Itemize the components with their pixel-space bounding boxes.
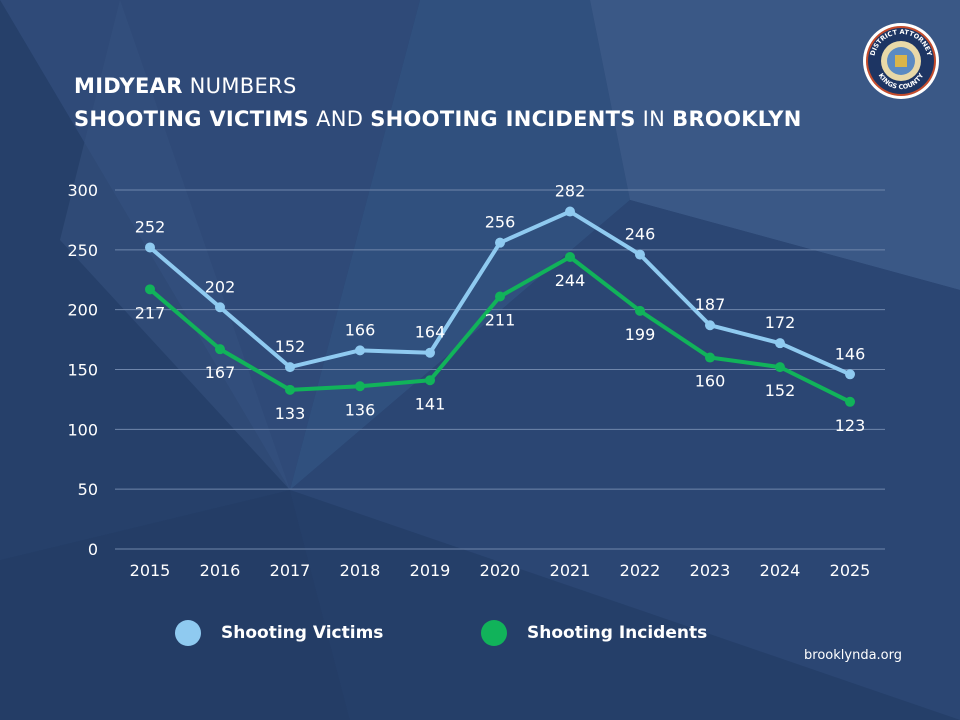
x-tick-label: 2023 bbox=[690, 561, 731, 580]
y-tick-label: 200 bbox=[67, 301, 98, 320]
website-url: brooklynda.org bbox=[804, 648, 902, 663]
x-tick-label: 2018 bbox=[340, 561, 381, 580]
y-tick-label: 0 bbox=[88, 540, 98, 559]
x-tick-label: 2016 bbox=[200, 561, 241, 580]
data-label-victims: 172 bbox=[765, 313, 796, 332]
data-label-victims: 252 bbox=[135, 217, 166, 236]
data-point-victims bbox=[215, 302, 225, 313]
data-label-incidents: 211 bbox=[485, 311, 516, 330]
x-tick-label: 2025 bbox=[830, 561, 871, 580]
data-label-victims: 152 bbox=[275, 337, 306, 356]
data-label-victims: 164 bbox=[415, 323, 446, 342]
data-point-incidents bbox=[565, 252, 575, 263]
data-label-incidents: 136 bbox=[345, 400, 376, 419]
data-point-victims bbox=[705, 320, 715, 331]
x-tick-label: 2022 bbox=[620, 561, 661, 580]
data-label-victims: 187 bbox=[695, 295, 726, 314]
data-point-victims bbox=[565, 206, 575, 217]
data-label-incidents: 133 bbox=[275, 404, 306, 423]
chart-title-line1: MIDYEAR NUMBERS bbox=[74, 74, 297, 98]
y-tick-label: 50 bbox=[78, 480, 98, 499]
data-label-victims: 246 bbox=[625, 225, 656, 244]
data-label-incidents: 199 bbox=[625, 325, 656, 344]
data-point-victims bbox=[495, 237, 505, 248]
y-tick-label: 100 bbox=[67, 420, 98, 439]
data-point-incidents bbox=[775, 362, 785, 373]
x-tick-label: 2019 bbox=[410, 561, 451, 580]
y-tick-label: 250 bbox=[67, 241, 98, 260]
y-tick-label: 150 bbox=[67, 361, 98, 380]
legend-marker-victims bbox=[175, 620, 201, 646]
data-point-incidents bbox=[705, 352, 715, 363]
data-label-incidents: 160 bbox=[695, 372, 726, 391]
data-point-incidents bbox=[425, 375, 435, 386]
data-point-incidents bbox=[845, 396, 855, 407]
y-tick-label: 300 bbox=[67, 181, 98, 200]
legend-label-incidents: Shooting Incidents bbox=[527, 623, 708, 643]
data-label-victims: 146 bbox=[835, 344, 866, 363]
data-point-incidents bbox=[285, 384, 295, 395]
legend-item-shooting-incidents: Shooting Incidents bbox=[481, 620, 707, 646]
data-point-victims bbox=[775, 338, 785, 349]
data-label-incidents: 123 bbox=[835, 416, 866, 435]
data-point-incidents bbox=[635, 305, 645, 316]
x-tick-label: 2020 bbox=[480, 561, 521, 580]
legend-marker-incidents bbox=[481, 620, 507, 646]
data-point-incidents bbox=[145, 284, 155, 295]
data-label-incidents: 217 bbox=[135, 303, 166, 322]
data-point-victims bbox=[285, 362, 295, 373]
data-label-victims: 202 bbox=[205, 277, 236, 296]
legend-label-victims: Shooting Victims bbox=[221, 623, 384, 643]
x-tick-label: 2017 bbox=[270, 561, 311, 580]
x-tick-label: 2024 bbox=[760, 561, 801, 580]
data-label-victims: 166 bbox=[345, 320, 376, 339]
data-label-incidents: 152 bbox=[765, 381, 796, 400]
legend-item-shooting-victims: Shooting Victims bbox=[175, 620, 383, 646]
x-tick-label: 2021 bbox=[550, 561, 591, 580]
data-label-incidents: 141 bbox=[415, 394, 446, 413]
data-label-incidents: 167 bbox=[205, 363, 236, 382]
data-point-incidents bbox=[495, 291, 505, 302]
data-point-victims bbox=[425, 347, 435, 358]
data-point-victims bbox=[355, 345, 365, 356]
chart-title-line2: SHOOTING VICTIMS AND SHOOTING INCIDENTS … bbox=[74, 107, 802, 131]
data-point-incidents bbox=[355, 381, 365, 392]
data-point-victims bbox=[145, 242, 155, 253]
data-point-victims bbox=[635, 249, 645, 260]
data-point-victims bbox=[845, 369, 855, 380]
data-label-victims: 282 bbox=[555, 182, 586, 201]
data-label-victims: 256 bbox=[485, 213, 516, 232]
x-tick-label: 2015 bbox=[130, 561, 171, 580]
district-attorney-seal: DISTRICT ATTORNEY KINGS COUNTY bbox=[863, 23, 939, 99]
data-label-incidents: 244 bbox=[555, 271, 586, 290]
data-point-incidents bbox=[215, 344, 225, 355]
